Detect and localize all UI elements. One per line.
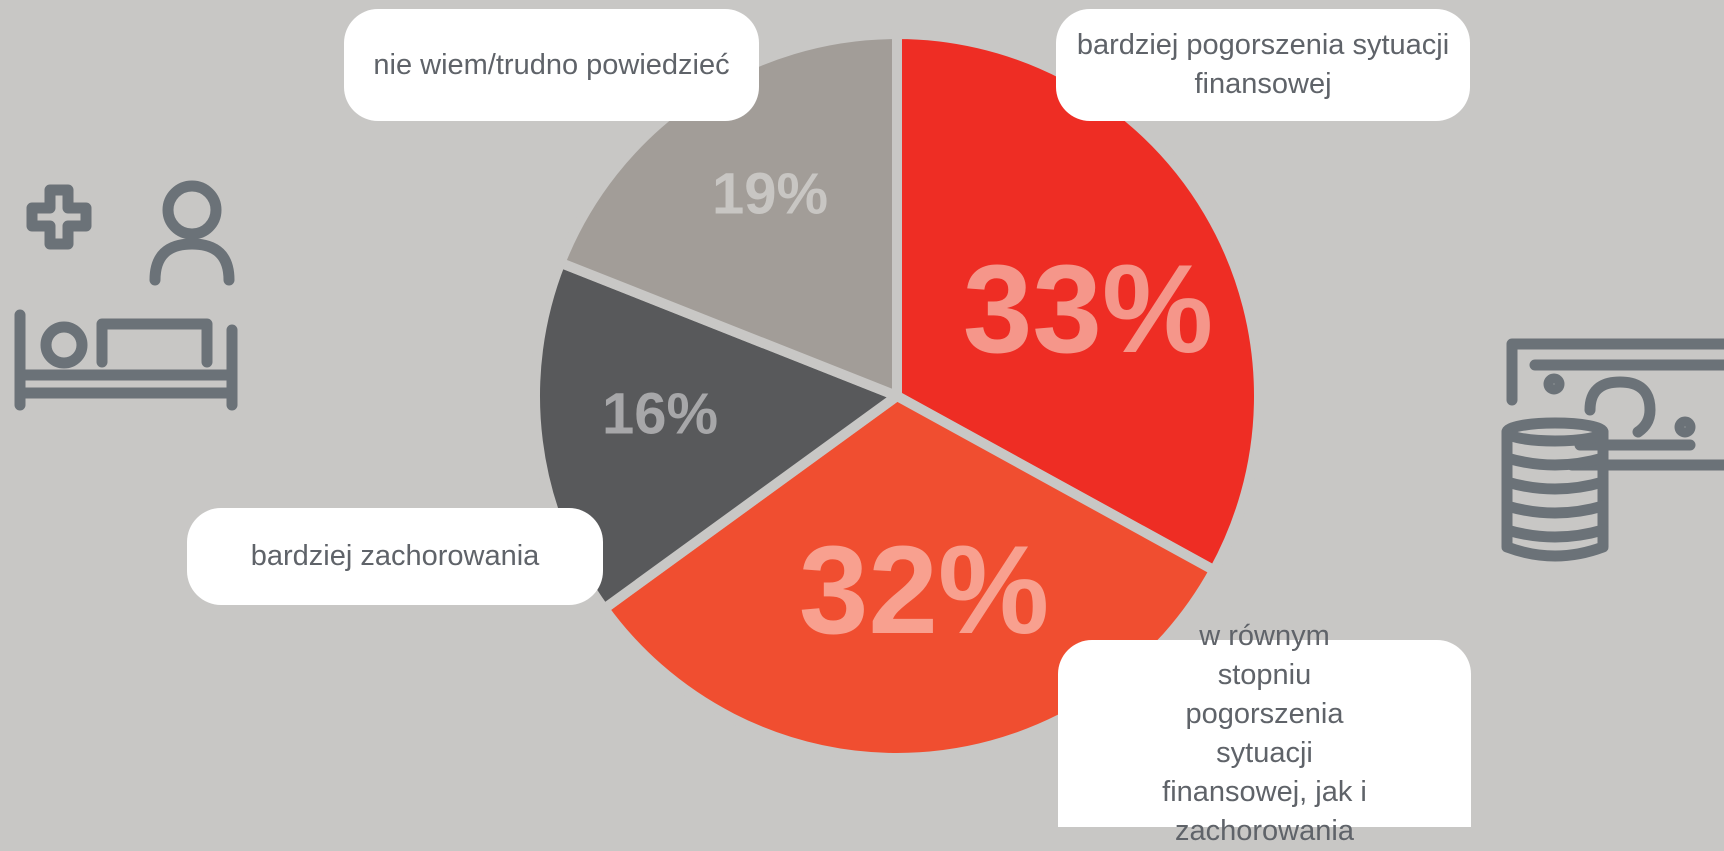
- page: 33% 32% 16% 19% nie wiem/trudno powiedzieć …: [14, 9, 1724, 847]
- category-label: bardziej pogorszenia sytuacji finansowej: [1076, 29, 1450, 100]
- category-label: bardziej zachorowania: [250, 540, 540, 572]
- money-icon: [1501, 338, 1724, 562]
- label-box: nie wiem/trudno powiedzieć: [344, 9, 759, 121]
- category-label: nie wiem/trudno powiedzieć: [373, 48, 730, 81]
- pie-slice: [892, 29, 1264, 576]
- label-box: bardziej zachorowania: [187, 508, 603, 605]
- value-label: 19%: [712, 161, 828, 226]
- value-label: 32%: [799, 521, 1049, 660]
- category-label: w równym stopniu pogorszenia sytuacji fi…: [1162, 619, 1367, 847]
- value-label: 16%: [602, 381, 718, 446]
- label-box: w równym stopniu pogorszenia sytuacji fi…: [1058, 620, 1471, 847]
- health-icon: [14, 180, 238, 411]
- label-box: bardziej pogorszenia sytuacji finansowej: [1056, 9, 1470, 121]
- chart: 33% 32% 16% 19%: [14, 29, 1724, 758]
- value-label: 33%: [963, 240, 1213, 379]
